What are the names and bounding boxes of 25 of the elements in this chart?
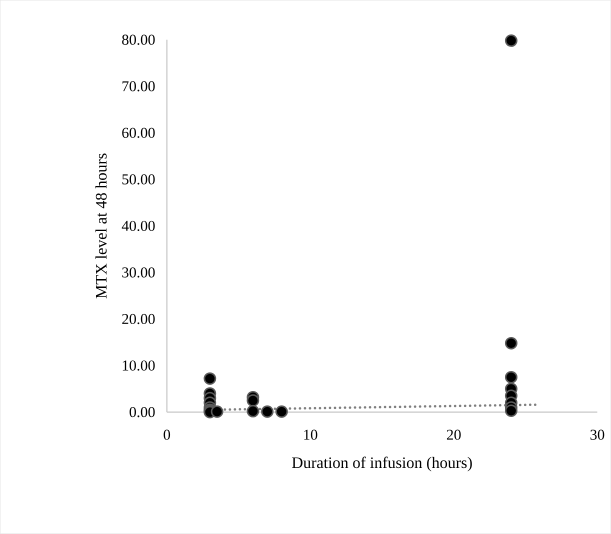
point [246, 394, 260, 407]
point [210, 405, 224, 418]
point [261, 405, 274, 418]
point [246, 404, 260, 418]
x-tick-label: 10 [304, 430, 318, 440]
y-tick-label: 50.00 [122, 174, 155, 185]
x-tick-label: 0 [164, 430, 170, 440]
y-tick-label: 40.00 [122, 220, 155, 232]
y-tick-label: 0.00 [130, 407, 155, 418]
x-tick-label: 20 [446, 430, 461, 440]
y-tick-label: 70.00 [122, 81, 155, 92]
x-tick-label: 30 [590, 430, 604, 440]
point [504, 34, 518, 47]
y-tick-label: 30.00 [122, 267, 155, 278]
y-tick-label: 80.00 [122, 34, 155, 45]
point [504, 336, 518, 350]
y-axis-title: MTX level at 48 hours [95, 154, 107, 298]
y-tick-label: 60.00 [122, 128, 155, 138]
point [504, 370, 518, 384]
x-axis-title: Duration of infusion (hours) [292, 456, 472, 472]
y-tick-label: 10.00 [122, 360, 155, 371]
point [204, 372, 216, 385]
point [275, 405, 288, 418]
y-tick-label: 20.00 [122, 314, 155, 324]
point [504, 404, 518, 417]
